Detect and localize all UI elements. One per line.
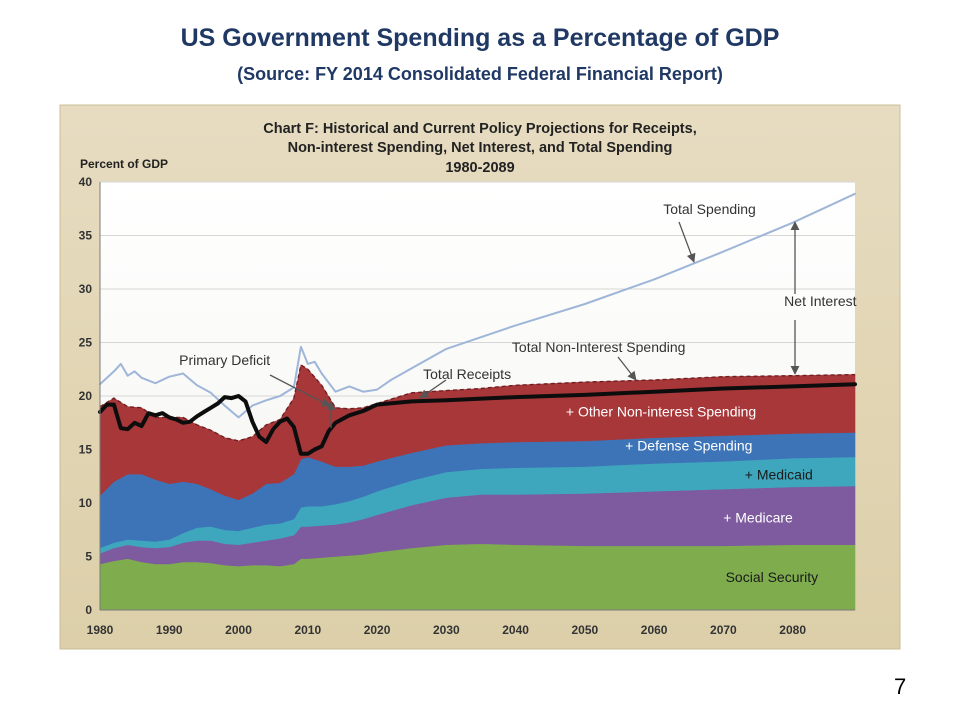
x-tick-label: 2020 xyxy=(364,623,391,637)
x-tick-label: 2070 xyxy=(710,623,737,637)
annotation-total-receipts: Total Receipts xyxy=(423,366,511,382)
annotation-medicaid: + Medicaid xyxy=(745,466,813,482)
annotation-primary-deficit: Primary Deficit xyxy=(179,352,270,368)
y-tick-label: 40 xyxy=(79,175,93,189)
x-tick-label: 2080 xyxy=(779,623,806,637)
y-tick-label: 25 xyxy=(79,336,93,350)
annotation-net-interest: Net Interest xyxy=(784,293,856,309)
non-interest-spending-arrow xyxy=(617,356,637,381)
annotation-medicare: + Medicare xyxy=(723,509,793,525)
x-tick-label: 2060 xyxy=(641,623,668,637)
chart-title-line-3: 1980-2089 xyxy=(445,160,514,176)
annotation-social-security: Social Security xyxy=(726,569,819,585)
x-tick-label: 1980 xyxy=(87,623,114,637)
x-tick-label: 2040 xyxy=(502,623,529,637)
x-tick-label: 2030 xyxy=(433,623,460,637)
annotation-defense-spending: + Defense Spending xyxy=(625,438,752,454)
slide-title: US Government Spending as a Percentage o… xyxy=(180,24,780,52)
y-tick-label: 35 xyxy=(79,229,93,243)
chart-title-line-1: Chart F: Historical and Current Policy P… xyxy=(263,121,696,137)
page-number: 7 xyxy=(894,674,907,699)
total-receipts-line xyxy=(98,382,857,456)
total-spending-line xyxy=(99,192,856,419)
y-tick-label: 10 xyxy=(79,496,93,510)
annotation-total-non-interest-spending: Total Non-Interest Spending xyxy=(512,339,686,355)
total-receipts-arrow xyxy=(419,379,447,399)
x-tick-label: 2010 xyxy=(294,623,321,637)
total-spending-arrow xyxy=(678,221,696,263)
slide-subtitle: (Source: FY 2014 Consolidated Federal Fi… xyxy=(237,64,723,84)
y-tick-label: 15 xyxy=(79,443,93,457)
primary-deficit-arrow xyxy=(269,374,331,407)
y-tick-label: 5 xyxy=(85,550,92,564)
x-tick-label: 2050 xyxy=(572,623,599,637)
chart-title-line-2: Non-interest Spending, Net Interest, and… xyxy=(288,140,673,156)
x-tick-label: 2000 xyxy=(225,623,252,637)
annotation-total-spending: Total Spending xyxy=(663,201,756,217)
y-tick-label: 0 xyxy=(85,603,92,617)
y-tick-label: 30 xyxy=(79,282,93,296)
annotation-other-non-interest-spending: + Other Non-interest Spending xyxy=(566,403,756,419)
x-tick-label: 1990 xyxy=(156,623,183,637)
y-axis-label: Percent of GDP xyxy=(80,157,168,171)
y-tick-label: 20 xyxy=(79,389,93,403)
